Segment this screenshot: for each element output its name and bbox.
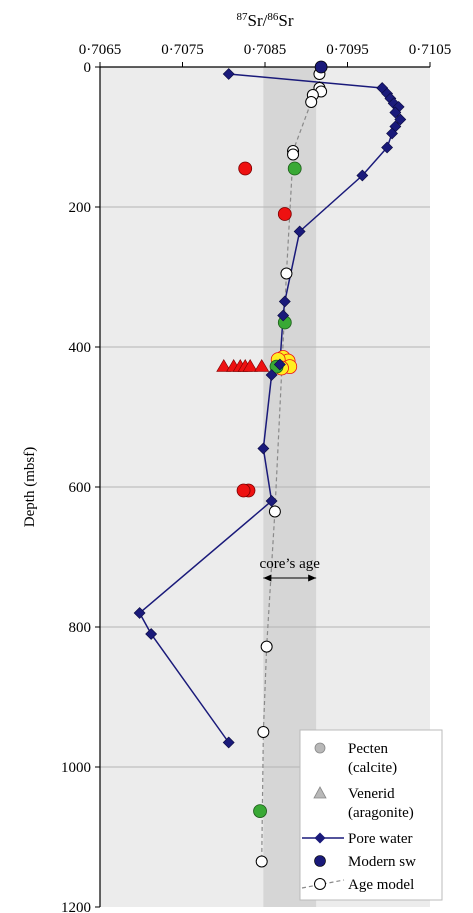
x-tick-label: 0·7065 <box>79 42 122 58</box>
legend-label: Age model <box>348 877 414 893</box>
legend-label: (calcite) <box>348 760 397 776</box>
legend-label: Pore water <box>348 831 413 847</box>
pore-water-point <box>222 68 235 80</box>
pore-water-point <box>273 358 286 371</box>
pore-water-point <box>356 169 369 182</box>
pecten-green-point <box>253 804 267 818</box>
pore-water-point <box>265 369 278 381</box>
pore-water-point <box>278 295 291 308</box>
legend-age-model-symbol <box>314 878 326 890</box>
age-model-point <box>260 640 273 653</box>
pore-water-point <box>133 607 146 619</box>
core-age-arrowhead-left <box>263 574 272 582</box>
y-tick-label: 1200 <box>61 900 91 913</box>
legend-label: (aragonite) <box>348 805 414 821</box>
pore-water-point <box>293 225 306 238</box>
y-axis-title: Depth (mbsf) <box>22 447 38 527</box>
x-tick-label: 0·7085 <box>244 42 287 58</box>
age-model-point <box>287 148 300 161</box>
x-axis-title: 87Sr/86Sr <box>237 11 294 30</box>
age-model-point <box>257 726 270 738</box>
legend-venerid-symbol <box>313 786 327 799</box>
venerid-point <box>216 359 232 372</box>
x-tick-label: 0·7075 <box>161 42 204 58</box>
y-tick-label: 800 <box>69 620 92 636</box>
pore-water-point <box>381 141 394 154</box>
y-tick-label: 600 <box>69 480 92 496</box>
legend-box <box>299 729 443 901</box>
y-tick-label: 1000 <box>61 760 91 776</box>
legend-modern-sw-symbol <box>314 855 326 867</box>
pore-water-point <box>277 309 290 322</box>
venerid-point <box>242 359 258 372</box>
pore-water-point <box>145 628 158 640</box>
pore-water-point <box>386 127 398 140</box>
age-model-point <box>268 505 281 518</box>
legend-label: Venerid <box>348 786 395 802</box>
x-tick-label: 0·7095 <box>326 42 369 58</box>
legend-label: Modern sw <box>348 854 416 870</box>
pore-water-point <box>257 442 270 455</box>
pecten-red-point <box>277 207 292 221</box>
venerid-point <box>254 359 270 372</box>
legend-pore-water-symbol <box>314 832 326 844</box>
pecten-green-point <box>287 161 302 176</box>
core-age-arrowhead-right <box>308 574 317 582</box>
pecten-red-point <box>238 161 253 176</box>
core-age-label: core’s age <box>260 556 321 572</box>
pore-water-point <box>389 106 402 119</box>
legend: Pecten (calcite) Venerid (aragonite) Pore wa… <box>299 729 443 901</box>
age-model-point <box>280 267 293 280</box>
age-model-point <box>305 96 318 108</box>
legend-pecten-symbol <box>314 742 326 754</box>
pore-water-point <box>222 736 235 749</box>
y-tick-label: 0 <box>84 60 92 76</box>
age-model-point <box>255 855 268 868</box>
legend-label: Pecten <box>348 741 388 757</box>
pecten-red-point <box>236 483 251 498</box>
modern-sw-point <box>314 60 328 74</box>
y-tick-label: 400 <box>69 340 92 356</box>
pore-water-point <box>394 113 407 126</box>
x-tick-label: 0·7105 <box>409 42 452 58</box>
y-tick-label: 200 <box>69 200 92 216</box>
pore-water-point <box>265 495 278 507</box>
